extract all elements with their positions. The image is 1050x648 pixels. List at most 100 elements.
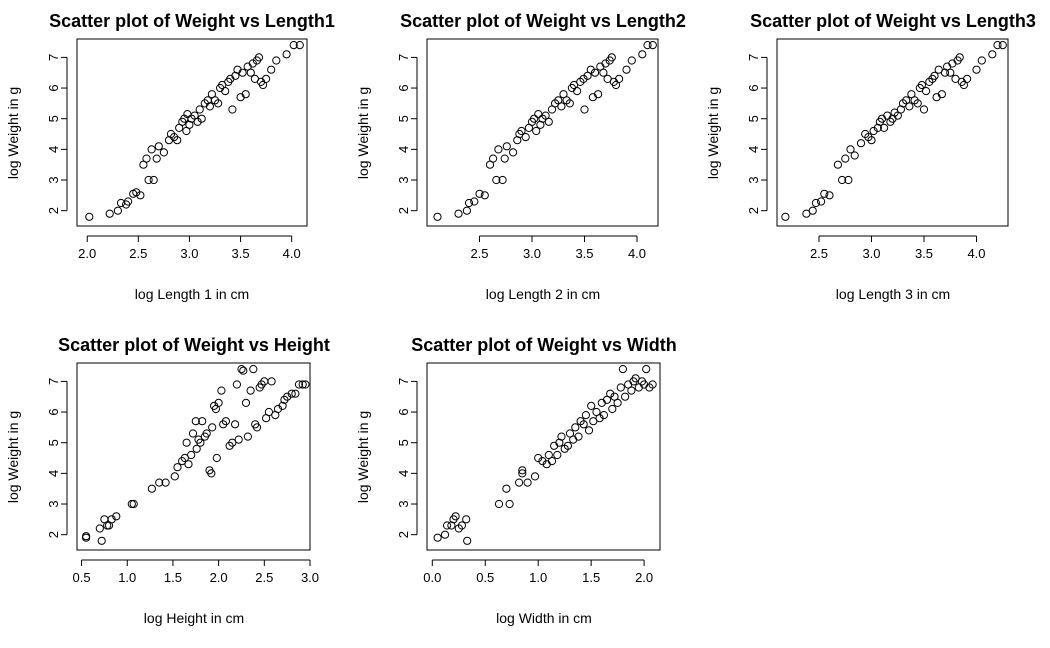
scatter-point bbox=[615, 74, 624, 84]
scatter-point bbox=[940, 68, 950, 77]
x-tick-label: 4.0 bbox=[967, 246, 985, 261]
y-tick-label: 4 bbox=[396, 146, 411, 153]
y-tick-label: 2 bbox=[46, 207, 61, 214]
scatter-point bbox=[440, 530, 450, 539]
panel-title: Scatter plot of Weight vs Length1 bbox=[49, 11, 335, 31]
scatter-point bbox=[502, 142, 511, 151]
scatter-point bbox=[173, 463, 182, 472]
x-tick-label: 4.0 bbox=[628, 246, 646, 261]
scatter-point bbox=[234, 435, 243, 444]
scatter-point bbox=[820, 189, 829, 198]
scatter-point bbox=[489, 154, 498, 163]
plot-frame bbox=[76, 38, 308, 227]
scatter-point bbox=[587, 401, 596, 410]
scatter-point bbox=[231, 71, 240, 80]
panel-weight-vs-length2: Scatter plot of Weight vs Length2 log Le… bbox=[355, 11, 686, 302]
scatter-point bbox=[221, 417, 230, 426]
scatter-point bbox=[238, 68, 247, 77]
y-axis-label: log Weight in g bbox=[355, 87, 371, 179]
scatter-point bbox=[517, 126, 526, 136]
scatter-point bbox=[457, 521, 466, 530]
y-tick-label: 5 bbox=[396, 439, 411, 446]
y-tick-label: 5 bbox=[396, 115, 411, 122]
scatter-point bbox=[155, 478, 164, 487]
scatter-point bbox=[913, 99, 922, 108]
scatter-point bbox=[188, 429, 198, 438]
scatter-point bbox=[295, 41, 304, 50]
scatter-point bbox=[594, 90, 603, 99]
panel-weight-vs-height: Scatter plot of Weight vs Height log Hei… bbox=[5, 335, 330, 626]
scatter-point bbox=[518, 469, 527, 478]
scatter-point bbox=[937, 90, 947, 99]
scatter-point bbox=[232, 380, 241, 389]
scatter-point bbox=[283, 392, 292, 401]
scatter-point bbox=[505, 499, 514, 509]
scatter-point bbox=[536, 120, 545, 129]
scatter-point bbox=[241, 90, 250, 99]
scatter-point bbox=[579, 420, 588, 429]
scatter-point bbox=[464, 198, 474, 208]
scatter-point bbox=[264, 407, 273, 417]
x-axis-label: log Length 3 in cm bbox=[836, 286, 950, 302]
scatter-point bbox=[248, 59, 257, 68]
x-tick-label: 3.5 bbox=[575, 246, 593, 261]
y-axis-label: log Weight in g bbox=[5, 87, 21, 179]
y-tick-label: 6 bbox=[396, 408, 411, 415]
scatter-point bbox=[988, 50, 997, 59]
scatter-point bbox=[817, 197, 826, 206]
scatter-point bbox=[103, 521, 112, 530]
scatter-point bbox=[574, 432, 583, 441]
scatter-point bbox=[443, 521, 452, 530]
scatter-point bbox=[212, 453, 221, 463]
scatter-point bbox=[231, 420, 240, 429]
scatter-point bbox=[82, 532, 91, 541]
scatter-point bbox=[149, 175, 158, 185]
scatter-point bbox=[147, 145, 156, 154]
x-axis-label: log Length 2 in cm bbox=[486, 286, 600, 302]
scatter-point bbox=[844, 175, 853, 185]
x-tick-label: 3.0 bbox=[523, 246, 541, 261]
y-tick-label: 3 bbox=[46, 500, 61, 507]
scatter-point bbox=[532, 126, 541, 136]
scatter-point bbox=[180, 453, 189, 463]
scatter-point bbox=[550, 441, 559, 450]
scatter-point bbox=[182, 438, 191, 447]
plot-frame bbox=[776, 38, 1009, 227]
scatter-point bbox=[116, 198, 126, 208]
scatter-point bbox=[205, 102, 214, 111]
x-tick-label: 4.0 bbox=[283, 246, 301, 261]
x-axis-label: log Width in cm bbox=[496, 610, 592, 626]
scatter-point bbox=[214, 99, 223, 108]
scatter-point bbox=[298, 380, 307, 389]
scatter-point bbox=[555, 438, 564, 447]
scatter-point bbox=[880, 123, 889, 133]
scatter-point bbox=[972, 65, 981, 74]
scatter-point bbox=[494, 145, 503, 154]
x-tick-label: 0.0 bbox=[423, 570, 441, 585]
scatter-point bbox=[993, 41, 1002, 50]
scatter-point bbox=[963, 74, 972, 84]
scatter-point bbox=[198, 417, 207, 426]
scatter-point bbox=[599, 68, 608, 77]
scatter-point bbox=[132, 188, 141, 197]
plot-frame bbox=[76, 362, 311, 551]
scatter-point bbox=[107, 515, 116, 524]
scatter-point bbox=[462, 515, 471, 524]
scatter-point bbox=[214, 398, 223, 407]
scatter-point bbox=[856, 139, 866, 148]
scatter-point bbox=[557, 432, 566, 441]
scatter-point bbox=[480, 191, 489, 200]
x-tick-label: 2.0 bbox=[635, 570, 653, 585]
y-axis-label: log Weight in g bbox=[705, 87, 721, 179]
scatter-point bbox=[833, 160, 843, 169]
scatter-point bbox=[838, 175, 847, 185]
x-axis-label: log Height in cm bbox=[144, 610, 244, 626]
y-tick-label: 7 bbox=[396, 378, 411, 385]
y-tick-label: 2 bbox=[46, 531, 61, 538]
y-tick-label: 2 bbox=[746, 207, 761, 214]
scatter-point bbox=[301, 380, 310, 389]
scatter-point bbox=[631, 374, 640, 383]
scatter-point bbox=[95, 524, 104, 533]
y-tick-label: 6 bbox=[46, 408, 61, 415]
x-tick-label: 3.5 bbox=[232, 246, 250, 261]
